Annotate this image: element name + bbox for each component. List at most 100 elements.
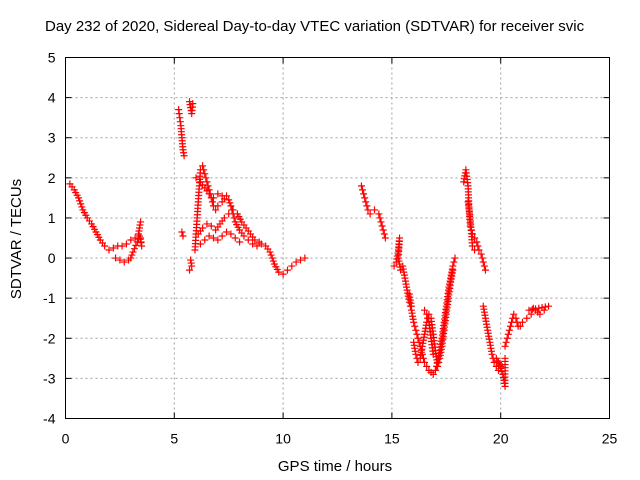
data-point xyxy=(137,218,145,226)
data-point xyxy=(506,322,514,330)
x-tick-label: 5 xyxy=(170,431,178,447)
data-point xyxy=(412,350,420,358)
data-point xyxy=(357,182,365,190)
data-point xyxy=(199,162,207,170)
data-point xyxy=(510,310,518,318)
data-point xyxy=(227,230,235,238)
y-tick-label: -4 xyxy=(43,411,56,427)
data-point xyxy=(137,234,145,242)
data-point xyxy=(77,200,85,208)
data-point xyxy=(363,202,371,210)
data-point xyxy=(362,198,370,206)
data-point xyxy=(502,338,510,346)
data-point xyxy=(129,248,137,256)
data-point xyxy=(179,232,187,240)
data-point xyxy=(127,236,135,244)
data-point xyxy=(76,197,84,205)
data-point xyxy=(411,322,419,330)
data-point xyxy=(375,210,383,218)
data-point xyxy=(288,262,296,270)
data-point xyxy=(229,206,237,214)
y-axis-label: SDTVAR / TECUs xyxy=(8,179,25,299)
data-point xyxy=(205,190,213,198)
data-point xyxy=(423,310,431,318)
data-point xyxy=(225,210,233,218)
data-point xyxy=(189,100,197,108)
data-point xyxy=(214,236,222,244)
data-point xyxy=(516,322,524,330)
y-tick-label: 0 xyxy=(48,250,56,266)
data-point xyxy=(220,214,228,222)
data-point xyxy=(297,256,305,264)
data-point xyxy=(249,240,257,248)
data-point xyxy=(505,326,513,334)
data-point xyxy=(231,234,239,242)
data-point xyxy=(541,303,549,311)
data-point xyxy=(481,266,489,274)
data-point xyxy=(186,266,194,274)
y-tick-label: 4 xyxy=(48,90,56,106)
data-point xyxy=(128,251,136,259)
data-point xyxy=(275,268,283,276)
data-point xyxy=(495,358,503,366)
data-point xyxy=(209,234,217,242)
data-point xyxy=(244,236,252,244)
data-point xyxy=(421,358,429,366)
y-tick-label: -3 xyxy=(43,370,56,386)
data-point xyxy=(118,242,126,250)
data-point xyxy=(412,326,420,334)
data-point xyxy=(255,238,263,246)
data-point xyxy=(360,190,368,198)
data-point xyxy=(225,196,233,204)
data-point xyxy=(202,174,210,182)
data-point xyxy=(283,266,291,274)
data-point xyxy=(421,306,429,314)
data-point xyxy=(236,238,244,246)
data-point xyxy=(468,242,476,250)
data-point xyxy=(196,240,204,248)
data-point xyxy=(525,306,533,314)
data-point xyxy=(203,220,211,228)
data-point xyxy=(230,214,238,222)
data-point xyxy=(501,342,509,350)
data-point xyxy=(423,362,431,370)
data-point xyxy=(431,366,439,374)
data-point xyxy=(529,304,537,312)
x-tick-label: 0 xyxy=(62,431,70,447)
data-point xyxy=(214,190,222,198)
data-point xyxy=(545,302,553,310)
data-point xyxy=(109,244,117,252)
data-point xyxy=(192,174,200,182)
data-point xyxy=(407,302,415,310)
data-point xyxy=(251,236,259,244)
data-point xyxy=(292,258,300,266)
data-point xyxy=(120,258,128,266)
data-point xyxy=(528,306,536,314)
data-point xyxy=(253,242,261,250)
x-tick-label: 15 xyxy=(384,431,400,447)
data-point xyxy=(527,310,535,318)
y-tick-label: 5 xyxy=(48,50,56,66)
y-tick-label: 1 xyxy=(48,210,56,226)
plot-frame xyxy=(65,57,610,419)
data-point xyxy=(178,228,186,236)
data-point xyxy=(209,194,217,202)
data-point xyxy=(478,254,486,262)
data-point xyxy=(214,202,222,210)
data-point xyxy=(127,254,135,262)
data-point xyxy=(212,206,220,214)
data-point xyxy=(203,178,211,186)
y-axis-ticks: -4 -3 -2 -1 0 1 2 3 4 5 xyxy=(43,50,610,427)
data-point xyxy=(429,370,437,378)
data-point xyxy=(227,202,235,210)
data-point xyxy=(497,364,505,372)
data-point xyxy=(200,166,208,174)
data-point xyxy=(268,254,276,262)
data-point xyxy=(205,232,213,240)
data-point xyxy=(226,199,234,207)
data-point xyxy=(269,257,277,265)
data-point xyxy=(240,232,248,240)
data-point xyxy=(370,206,378,214)
data-point xyxy=(488,350,496,358)
x-tick-label: 20 xyxy=(493,431,509,447)
